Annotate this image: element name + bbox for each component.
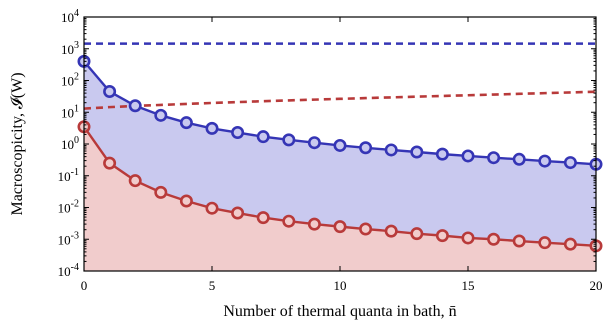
series-0-marker <box>435 147 449 161</box>
series-1-marker <box>410 227 424 241</box>
series-0-marker <box>128 99 142 113</box>
y-tick-label-exp: 3 <box>74 40 79 51</box>
series-1-marker <box>256 211 270 225</box>
series-0-marker <box>461 149 475 163</box>
y-tick-label-base: 10 <box>61 42 74 57</box>
y-tick-label: 104 <box>61 8 79 25</box>
x-axis-label: Number of thermal quanta in bath, n̄ <box>223 303 456 320</box>
y-tick-label-exp: -3 <box>71 230 79 241</box>
series-0-marker <box>563 156 577 170</box>
series-1-marker <box>435 229 449 243</box>
y-tick-label-exp: 0 <box>74 135 79 146</box>
series-1-marker <box>538 236 552 250</box>
series-0-marker <box>359 141 373 155</box>
series-1-marker <box>231 206 245 220</box>
series-0-marker <box>154 108 168 122</box>
y-tick-label: 10-3 <box>58 230 79 247</box>
y-tick-label-base: 10 <box>61 10 74 25</box>
series-1-marker <box>563 237 577 251</box>
y-tick-label: 101 <box>61 103 79 120</box>
series-0-marker <box>231 126 245 140</box>
series-1-marker <box>154 185 168 199</box>
series-0-marker <box>333 138 347 152</box>
series-0-marker <box>282 133 296 147</box>
y-tick-label-exp: -1 <box>71 167 79 178</box>
y-tick-label-base: 10 <box>58 169 71 184</box>
series-0-marker <box>179 116 193 130</box>
y-tick-label: 10-4 <box>58 262 79 279</box>
y-tick-label-base: 10 <box>58 264 71 279</box>
series-1-marker <box>461 231 475 245</box>
axis-ticks <box>83 16 597 272</box>
x-tick-label: 10 <box>334 278 347 293</box>
y-tick-label-base: 10 <box>58 201 71 216</box>
series-1-marker <box>359 222 373 236</box>
series-0-marker <box>205 121 219 135</box>
x-tick-label: 20 <box>590 278 603 293</box>
series-1-marker <box>205 201 219 215</box>
series-1-marker <box>333 220 347 234</box>
series-markers <box>77 54 603 253</box>
y-tick-label-exp: 1 <box>74 103 79 114</box>
series-1-marker <box>487 232 501 246</box>
series-0-marker <box>307 136 321 150</box>
series-0-marker <box>538 154 552 168</box>
y-tick-label-exp: 4 <box>74 8 79 19</box>
series-0-marker <box>410 145 424 159</box>
y-tick-label: 100 <box>61 135 79 152</box>
y-tick-label-exp: 2 <box>74 72 79 83</box>
y-tick-label-exp: -4 <box>71 262 79 273</box>
x-tick-labels: 0 5 10 15 20 <box>81 278 603 293</box>
y-tick-label: 102 <box>61 72 79 89</box>
x-tick-label: 0 <box>81 278 88 293</box>
series-1-marker <box>307 217 321 231</box>
y-tick-label: 10-2 <box>58 199 79 216</box>
series-1-fill <box>84 126 596 271</box>
series-1-marker <box>103 156 117 170</box>
x-tick-label: 15 <box>462 278 475 293</box>
x-tick-label: 5 <box>209 278 216 293</box>
y-tick-label-base: 10 <box>61 105 74 120</box>
y-tick-label-base: 10 <box>61 74 74 89</box>
series-1-marker <box>128 174 142 188</box>
y-tick-label: 10-1 <box>58 167 79 184</box>
series-0-marker <box>256 130 270 144</box>
area-fills <box>84 61 596 271</box>
y-tick-label: 103 <box>61 40 79 57</box>
y-tick-label-base: 10 <box>61 137 74 152</box>
y-tick-label-exp: -2 <box>71 199 79 210</box>
series-1-marker <box>384 224 398 238</box>
series-0-marker <box>384 143 398 157</box>
series-0-marker <box>487 151 501 165</box>
series-0-marker <box>512 152 526 166</box>
y-tick-label-base: 10 <box>58 232 71 247</box>
y-axis-label: Macroscopicity, 𝓘(W) <box>9 72 26 215</box>
series-3-line <box>83 90 597 110</box>
series-1-marker <box>512 234 526 248</box>
series-1-marker <box>282 214 296 228</box>
series-1-marker <box>179 194 193 208</box>
series-0-marker <box>103 85 117 99</box>
